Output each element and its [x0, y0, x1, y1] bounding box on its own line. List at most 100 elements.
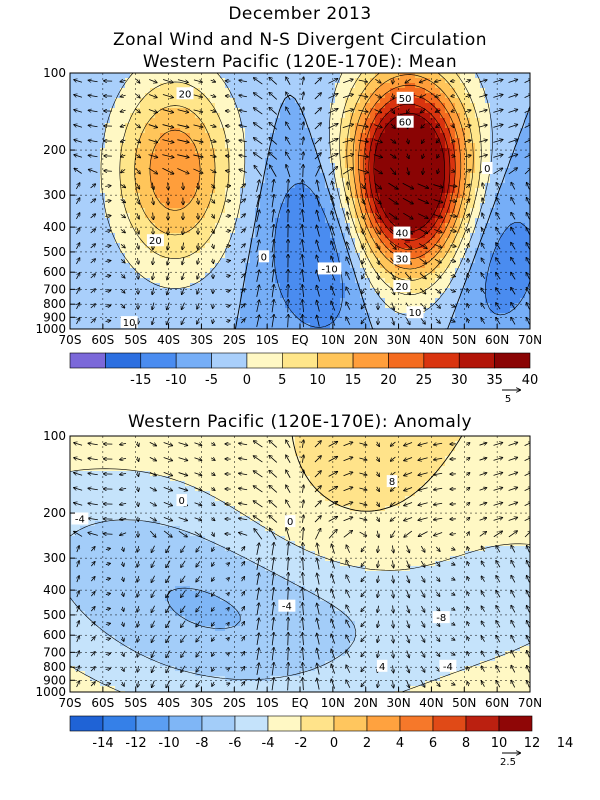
field-cell — [295, 253, 301, 259]
field-cell — [385, 173, 391, 179]
field-cell — [475, 163, 481, 169]
field-cell — [185, 153, 191, 159]
field-cell — [480, 238, 486, 244]
field-cell — [525, 153, 530, 159]
field-cell — [215, 123, 221, 129]
field-cell — [165, 178, 171, 184]
field-cell — [200, 173, 206, 179]
field-cell — [295, 168, 301, 174]
field-cell — [340, 228, 346, 234]
field-cell — [160, 113, 166, 119]
field-cell — [315, 218, 321, 224]
field-cell — [340, 263, 346, 269]
field-cell — [380, 253, 386, 259]
field-cell — [375, 83, 381, 89]
field-cell — [105, 253, 111, 259]
field-cell — [430, 208, 436, 214]
field-cell — [390, 143, 396, 149]
field-cell — [140, 78, 146, 84]
field-cell — [295, 303, 301, 309]
field-cell — [75, 193, 81, 199]
field-cell — [445, 283, 451, 289]
field-cell — [185, 123, 191, 129]
field-cell — [410, 188, 416, 194]
field-cell — [70, 198, 76, 204]
field-cell — [145, 308, 151, 314]
field-cell — [260, 118, 266, 124]
field-cell — [280, 223, 286, 229]
field-cell — [280, 248, 286, 254]
field-cell — [115, 248, 121, 254]
field-cell — [140, 128, 146, 134]
field-cell — [115, 103, 121, 109]
field-cell — [135, 173, 141, 179]
field-cell — [355, 148, 361, 154]
field-cell — [495, 118, 501, 124]
field-cell — [390, 178, 396, 184]
field-cell — [220, 103, 226, 109]
field-cell — [505, 318, 511, 324]
field-cell — [430, 163, 436, 169]
field-cell — [295, 293, 301, 299]
field-cell — [310, 268, 316, 274]
field-cell — [195, 143, 201, 149]
field-cell — [215, 98, 221, 104]
field-cell — [385, 298, 391, 304]
field-cell — [495, 238, 501, 244]
field-cell — [375, 278, 381, 284]
field-cell — [520, 168, 526, 174]
field-cell — [245, 298, 251, 304]
field-cell — [80, 168, 86, 174]
field-cell — [235, 288, 241, 294]
field-cell — [275, 118, 281, 124]
field-cell — [480, 103, 486, 109]
circulation-vector — [90, 229, 96, 234]
field-cell — [350, 148, 356, 154]
field-cell — [380, 123, 386, 129]
field-cell — [150, 268, 156, 274]
field-cell — [355, 273, 361, 279]
field-cell — [350, 173, 356, 179]
field-cell — [380, 88, 386, 94]
field-cell — [70, 218, 76, 224]
field-cell — [425, 253, 431, 259]
field-cell — [75, 178, 81, 184]
field-cell — [520, 178, 526, 184]
field-cell — [440, 118, 446, 124]
field-cell — [330, 113, 336, 119]
field-cell — [155, 248, 161, 254]
field-cell — [270, 83, 276, 89]
field-cell — [460, 133, 466, 139]
field-cell — [460, 288, 466, 294]
field-cell — [245, 153, 251, 159]
field-cell — [450, 188, 456, 194]
field-cell — [355, 123, 361, 129]
field-cell — [305, 153, 311, 159]
field-cell — [250, 203, 256, 209]
field-cell — [265, 118, 271, 124]
field-cell — [470, 113, 476, 119]
field-cell — [460, 238, 466, 244]
field-cell — [205, 253, 211, 259]
field-cell — [195, 298, 201, 304]
field-cell — [230, 113, 236, 119]
field-cell — [340, 138, 346, 144]
field-cell — [265, 143, 271, 149]
field-cell — [305, 213, 311, 219]
field-cell — [425, 258, 431, 264]
field-cell — [235, 108, 241, 114]
field-cell — [525, 163, 530, 169]
field-cell — [510, 98, 516, 104]
field-cell — [480, 283, 486, 289]
field-cell — [520, 113, 526, 119]
field-cell — [490, 163, 496, 169]
field-cell — [150, 223, 156, 229]
field-cell — [265, 223, 271, 229]
field-cell — [215, 288, 221, 294]
field-cell — [265, 108, 271, 114]
field-cell — [500, 208, 506, 214]
field-cell — [415, 78, 421, 84]
field-cell — [455, 228, 461, 234]
field-cell — [340, 133, 346, 139]
field-cell — [450, 133, 456, 139]
